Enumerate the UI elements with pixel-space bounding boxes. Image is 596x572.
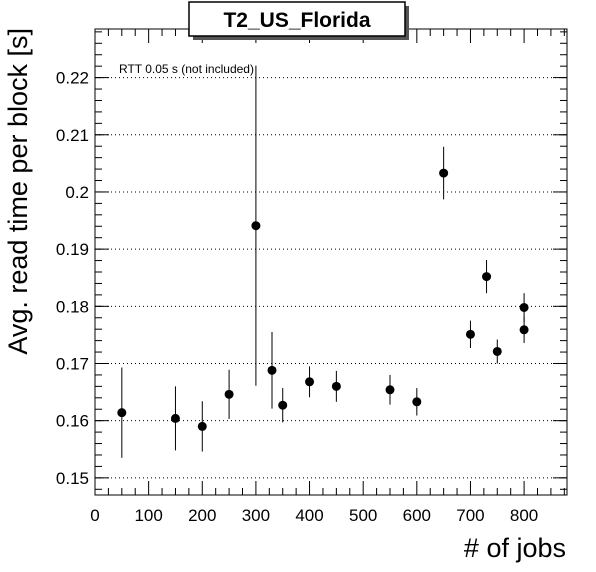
title-box: T2_US_Florida: [188, 1, 409, 40]
x-tick-label: 800: [510, 506, 538, 525]
x-tick-label: 500: [349, 506, 377, 525]
data-point: [482, 272, 492, 282]
data-point: [117, 408, 127, 418]
data-point: [385, 385, 395, 395]
data-point: [331, 381, 341, 391]
data-point: [305, 377, 315, 387]
x-tick-label: 600: [403, 506, 431, 525]
y-tick-label: 0.17: [56, 354, 89, 373]
y-tick-labels: 0.15 0.16 0.17 0.18 0.19 0.2 0.21 0.22: [56, 69, 89, 488]
y-axis-label: Avg. read time per block [s]: [3, 28, 33, 355]
data-point: [519, 325, 529, 335]
y-tick-label: 0.16: [56, 412, 89, 431]
rtt-annotation: RTT 0.05 s (not included): [119, 62, 254, 76]
data-point: [267, 365, 277, 375]
y-tick-label: 0.21: [56, 126, 89, 145]
x-tick-labels: 0 100 200 300 400 500 600 700 800: [90, 506, 538, 525]
data-point: [224, 389, 234, 399]
data-point: [251, 221, 261, 231]
plot-frame: [94, 28, 568, 496]
data-point: [170, 413, 180, 423]
y-tick-label: 0.19: [56, 240, 89, 259]
y-tick-label: 0.15: [56, 469, 89, 488]
x-tick-label: 100: [134, 506, 162, 525]
y-tick-label: 0.22: [56, 69, 89, 88]
axis-ticks: [94, 29, 567, 495]
data-point: [412, 397, 422, 407]
x-tick-label: 400: [295, 506, 323, 525]
grid-lines: [95, 77, 567, 479]
x-tick-label: 0: [90, 506, 99, 525]
data-point: [465, 329, 475, 339]
y-tick-label: 0.18: [56, 297, 89, 316]
data-point: [439, 168, 449, 178]
chart-title: T2_US_Florida: [223, 9, 370, 32]
x-tick-label: 700: [456, 506, 484, 525]
data-point: [278, 400, 288, 410]
data-point: [519, 302, 529, 312]
x-tick-label: 300: [242, 506, 270, 525]
data-points: [117, 65, 529, 458]
y-tick-label: 0.2: [65, 183, 89, 202]
data-point: [492, 346, 502, 356]
data-point: [197, 421, 207, 431]
x-tick-label: 200: [188, 506, 216, 525]
x-axis-label: # of jobs: [464, 533, 566, 563]
